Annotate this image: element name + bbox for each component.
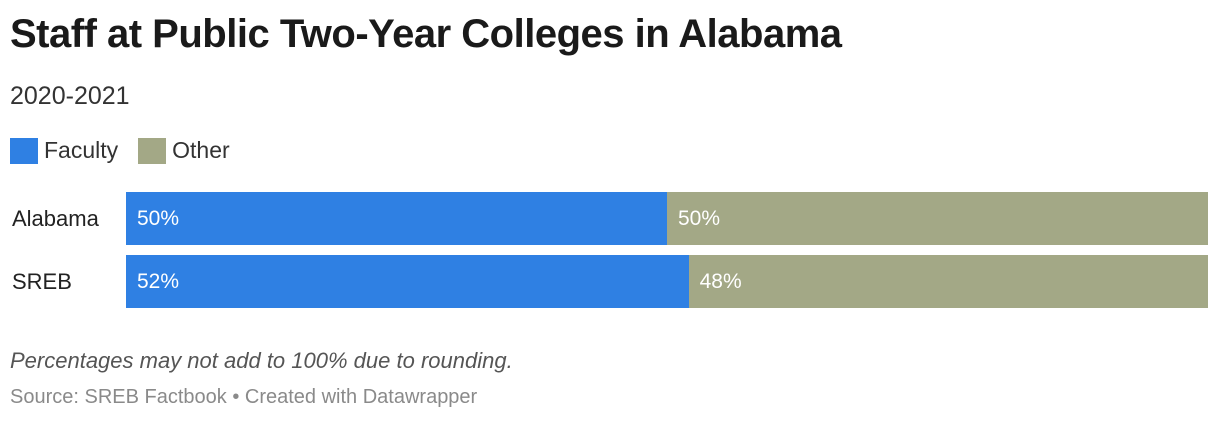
legend-label-faculty: Faculty	[44, 137, 119, 163]
legend: Faculty Other	[10, 137, 250, 164]
category-label-alabama: Alabama	[12, 206, 99, 231]
legend-swatch-other	[138, 137, 167, 164]
chart-note: Percentages may not add to 100% due to r…	[10, 348, 513, 373]
data-label-alabama-other: 50%	[678, 207, 721, 230]
bar-alabama-faculty	[126, 192, 667, 245]
data-label-alabama-faculty: 50%	[137, 207, 180, 230]
category-label-sreb: SREB	[12, 269, 72, 294]
bar-alabama-other	[667, 192, 1208, 245]
chart-source: Source: SREB Factbook • Created with Dat…	[10, 386, 478, 408]
data-label-sreb-faculty: 52%	[137, 270, 180, 293]
chart-subtitle: 2020-2021	[10, 82, 130, 110]
bar-sreb-other	[688, 255, 1208, 308]
legend-item-other: Other	[138, 137, 230, 164]
legend-item-faculty: Faculty	[10, 137, 118, 164]
legend-label-other: Other	[172, 137, 230, 163]
bar-sreb-faculty	[126, 255, 689, 308]
legend-swatch-faculty	[10, 137, 38, 164]
data-label-sreb-other: 48%	[699, 270, 742, 293]
chart-title: Staff at Public Two-Year Colleges in Ala…	[10, 12, 842, 56]
